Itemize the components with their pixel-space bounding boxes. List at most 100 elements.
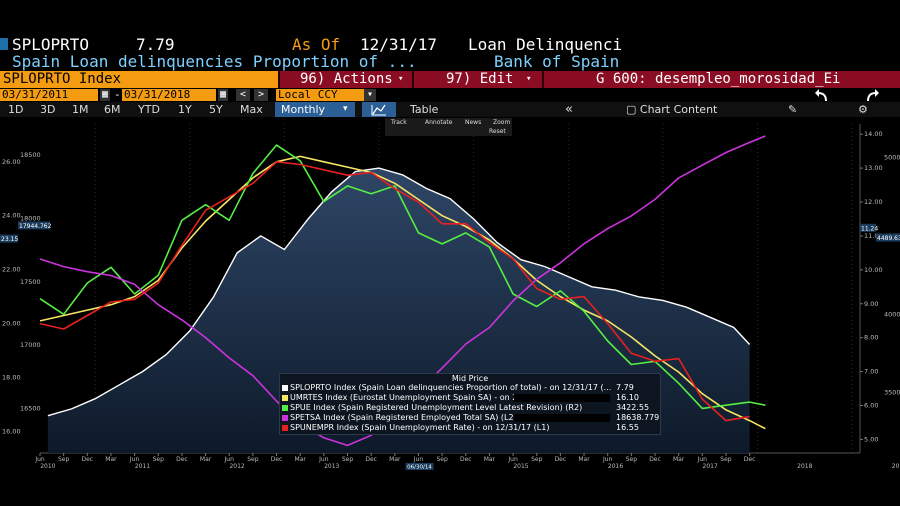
x-axis-month-label: Sep bbox=[153, 456, 165, 463]
legend-panel: Mid Price SPLOPRTO Index (Spain Loan del… bbox=[279, 373, 661, 435]
x-axis-month-label: Mar bbox=[578, 456, 590, 463]
left-axis-1-tick-label: 18.00 bbox=[2, 373, 21, 381]
chevron-down-icon[interactable]: ▾ bbox=[364, 89, 376, 101]
actions-menu[interactable]: 96) Actions ▾ bbox=[280, 71, 412, 88]
gear-icon[interactable]: ⚙ bbox=[858, 103, 868, 116]
collapse-button[interactable]: « bbox=[565, 102, 573, 117]
security-marker bbox=[0, 38, 8, 50]
last-value: 7.79 bbox=[136, 35, 175, 54]
left-axis-2-marker-label: 17944.762 bbox=[19, 223, 52, 230]
x-axis-year-label: 2010 bbox=[40, 463, 55, 470]
x-axis-month-label: Dec bbox=[365, 456, 377, 463]
x-axis-month-label: Mar bbox=[295, 456, 307, 463]
left-axis-2-marker bbox=[18, 221, 50, 230]
period-max[interactable]: Max bbox=[240, 103, 263, 116]
reset-tool[interactable]: Reset bbox=[489, 128, 506, 135]
x-axis-month-label: Jun bbox=[507, 456, 518, 463]
period-1y[interactable]: 1Y bbox=[178, 103, 192, 116]
undo-icon[interactable] bbox=[814, 88, 830, 102]
x-axis-highlight-marker bbox=[405, 463, 434, 470]
right-axis-1-tick-label: 9.00 bbox=[864, 300, 878, 308]
period-6m[interactable]: 6M bbox=[104, 103, 121, 116]
frequency-select[interactable]: Monthly ▾ bbox=[275, 102, 355, 117]
chart-group-field[interactable]: G 600: desempleo_morosidad_Ei bbox=[544, 71, 900, 88]
edit-label: 97) Edit bbox=[446, 71, 514, 87]
edit-menu[interactable]: 97) Edit ▾ bbox=[414, 71, 542, 88]
frequency-label: Monthly bbox=[281, 103, 326, 116]
x-axis-month-label: Sep bbox=[342, 456, 354, 463]
period-1d[interactable]: 1D bbox=[8, 103, 24, 116]
calendar-icon[interactable]: ▦ bbox=[100, 89, 110, 101]
x-axis-year-label: 2018 bbox=[797, 463, 812, 470]
security-title: Loan Delinquenci bbox=[468, 35, 623, 54]
period-5y[interactable]: 5Y bbox=[209, 103, 223, 116]
arrow-left-icon[interactable]: < bbox=[236, 89, 250, 101]
chart[interactable]: 16.00 18.00 20.00 22.00 24.00 26.00 16500 17000… bbox=[0, 117, 900, 506]
redo-icon[interactable] bbox=[864, 88, 880, 102]
right-axis-1-tick-label: 5.00 bbox=[864, 435, 878, 443]
arrow-right-icon[interactable]: > bbox=[254, 89, 268, 101]
chart-content-label: Chart Content bbox=[639, 103, 718, 116]
right-axis-1-tick-label: 8.00 bbox=[864, 334, 878, 342]
x-axis-month-label: Jun bbox=[318, 456, 329, 463]
actions-label: 96) Actions bbox=[300, 71, 393, 87]
spunempr-line bbox=[39, 160, 750, 422]
x-axis-month-label: Sep bbox=[58, 456, 70, 463]
legend-label: SPUE Index (Spain Registered Unemploymen… bbox=[290, 403, 583, 412]
chart-group-label: G 600: desempleo_morosidad_Ei bbox=[596, 71, 841, 87]
x-axis-highlight-label: 06/30/14 bbox=[407, 465, 432, 471]
table-button[interactable]: Table bbox=[410, 103, 439, 116]
end-date-field[interactable]: 03/31/2018 bbox=[122, 89, 216, 101]
period-ytd[interactable]: YTD bbox=[138, 103, 160, 116]
legend-item-spunempr[interactable]: SPUNEMPR Index (Spain Unemployment Rate)… bbox=[282, 423, 658, 433]
legend-item-spetsa[interactable]: SPETSA Index (Spain Registered Employed … bbox=[282, 413, 659, 423]
right-axis-1-tick-label: 12.00 bbox=[864, 198, 883, 206]
right-axis-2-marker-label: 4489.63 bbox=[877, 235, 900, 242]
data-source: Bank of Spain bbox=[494, 52, 620, 71]
x-axis-month-label: Mar bbox=[484, 456, 496, 463]
legend-swatch bbox=[282, 425, 288, 431]
date-range-bar: 03/31/2011 ▦ - 03/31/2018 ▦ < > Local CC… bbox=[0, 88, 900, 102]
period-1m[interactable]: 1M bbox=[72, 103, 89, 116]
legend-redaction bbox=[514, 414, 610, 422]
x-axis-month-label: Dec bbox=[744, 456, 756, 463]
security-description: Spain Loan delinquencies Proportion of .… bbox=[12, 52, 417, 71]
calendar-icon[interactable]: ▦ bbox=[218, 89, 228, 101]
x-axis-year-label: 2012 bbox=[229, 463, 244, 470]
line-chart-icon[interactable] bbox=[362, 102, 396, 117]
legend-swatch bbox=[282, 405, 288, 411]
x-axis-month-label: Jun bbox=[413, 456, 424, 463]
x-axis-month-label: Sep bbox=[531, 456, 543, 463]
legend-item-spue[interactable]: SPUE Index (Spain Registered Unemploymen… bbox=[282, 403, 658, 413]
x-axis: Jun Sep Dec Mar Jun Sep Dec Mar Jun Sep Dec Mar Jun S… bbox=[34, 453, 900, 471]
legend-item-umrtes[interactable]: UMRTES Index (Eurostat Unemployment Spai… bbox=[282, 393, 658, 403]
period-3d[interactable]: 3D bbox=[40, 103, 56, 116]
security-description-bar: Spain Loan delinquencies Proportion of .… bbox=[0, 52, 900, 121]
left-axis-1-marker-label: 23.15 bbox=[1, 236, 18, 243]
splopto-area-line bbox=[47, 167, 751, 417]
news-tool[interactable]: News bbox=[465, 119, 482, 126]
left-axis-2-tick-label: 17500 bbox=[20, 278, 41, 286]
legend-value: 16.55 bbox=[616, 423, 639, 432]
as-of-date: 12/31/17 bbox=[360, 35, 438, 54]
right-axis-2-marker bbox=[876, 233, 900, 242]
zoom-tool[interactable]: Zoom bbox=[493, 119, 511, 126]
legend-label: SPETSA Index (Spain Registered Employed … bbox=[290, 413, 517, 422]
x-axis-month-label: Sep bbox=[436, 456, 448, 463]
legend-item-splopto[interactable]: SPLOPRTO Index (Spain Loan delinquencies… bbox=[282, 383, 658, 393]
date-separator: - bbox=[114, 88, 121, 101]
left-axis-2-tick-label: 18500 bbox=[20, 151, 41, 159]
index-name-field[interactable]: SPLOPRTO Index bbox=[0, 71, 278, 88]
chart-toolbar: 1D 3D 1M 6M YTD 1Y 5Y Max Monthly ▾ Tabl… bbox=[0, 102, 900, 117]
track-tool[interactable]: Track bbox=[391, 119, 407, 126]
start-date-field[interactable]: 03/31/2011 bbox=[0, 89, 98, 101]
umrtes-line bbox=[39, 155, 766, 430]
x-axis-year-label: 2016 bbox=[608, 463, 623, 470]
annotate-tool[interactable]: Annotate bbox=[425, 119, 453, 126]
currency-select[interactable]: Local CCY bbox=[276, 89, 364, 101]
chart-content-button[interactable]: ▢ Chart Content bbox=[626, 103, 718, 116]
left-axis-2-tick-label: 17000 bbox=[20, 341, 41, 349]
x-axis-year-label: 2019 bbox=[892, 463, 900, 470]
x-axis-month-label: Jun bbox=[602, 456, 613, 463]
edit-icon[interactable]: ✎ bbox=[788, 103, 798, 116]
